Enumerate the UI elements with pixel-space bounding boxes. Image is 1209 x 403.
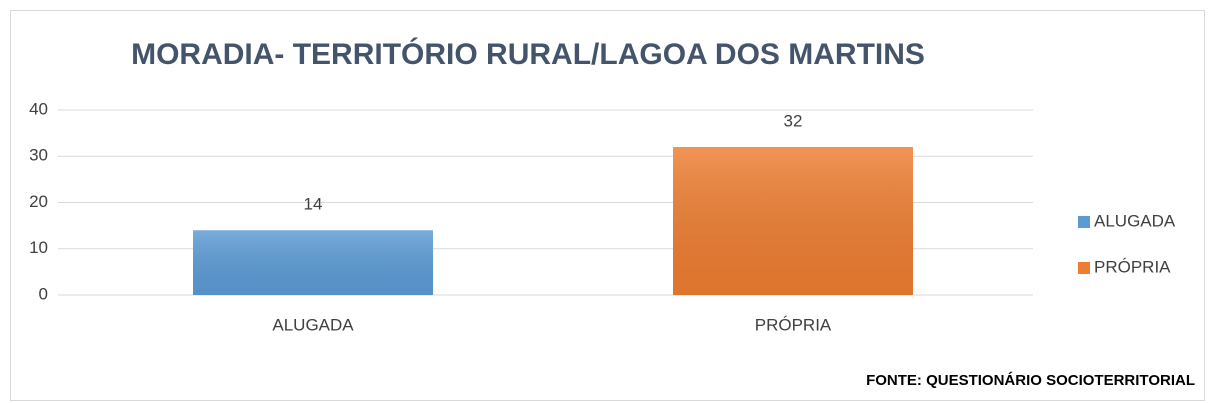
value-label: 14 [304, 195, 323, 214]
y-tick-label: 0 [39, 284, 48, 303]
x-tick-label: ALUGADA [272, 315, 354, 334]
bar-sheen [673, 147, 913, 295]
y-tick-label: 30 [29, 146, 48, 165]
legend-label: PRÓPRIA [1094, 257, 1171, 276]
y-tick-label: 10 [29, 238, 48, 257]
bar-sheen [193, 230, 433, 295]
source-note: FONTE: QUESTIONÁRIO SOCIOTERRITORIAL [866, 372, 1195, 389]
x-tick-label: PRÓPRIA [755, 315, 832, 334]
value-label: 32 [784, 111, 803, 130]
legend-swatch [1078, 262, 1090, 274]
chart-frame [10, 10, 1205, 401]
legend-swatch [1078, 216, 1090, 228]
legend-label: ALUGADA [1094, 211, 1176, 230]
chart-title: MORADIA- TERRITÓRIO RURAL/LAGOA DOS MART… [131, 37, 925, 71]
y-tick-label: 20 [29, 192, 48, 211]
y-tick-label: 40 [29, 99, 48, 118]
